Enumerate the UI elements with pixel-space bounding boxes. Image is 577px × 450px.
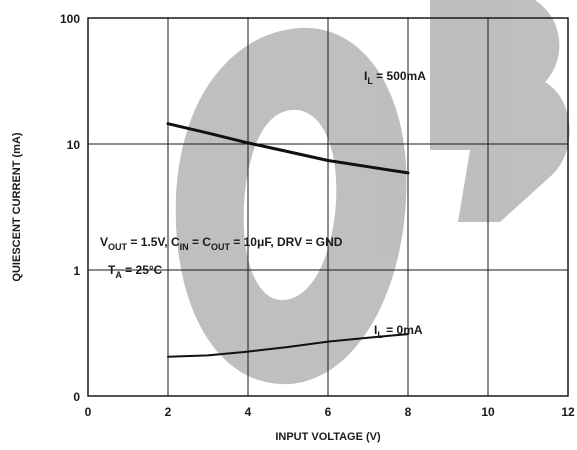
x-tick-label: 8 <box>405 405 412 419</box>
x-tick-labels: 0 2 4 6 8 10 12 <box>85 405 575 419</box>
x-tick-label: 6 <box>325 405 332 419</box>
x-tick-label: 10 <box>481 405 495 419</box>
y-tick-label: 100 <box>60 12 80 26</box>
watermark-letter-b <box>430 0 570 222</box>
annotation-conditions: VOUT = 1.5V, CIN = COUT = 10μF, DRV = GN… <box>100 235 343 252</box>
plot-frame <box>87 17 569 397</box>
x-tick-label: 0 <box>85 405 92 419</box>
plot-grid <box>88 18 568 396</box>
y-tick-label: 10 <box>67 138 81 152</box>
y-axis-title: QUIESCENT CURRENT (mA) <box>11 132 23 281</box>
series-line-0ma <box>167 333 409 358</box>
obsolete-watermark <box>175 0 570 385</box>
x-axis-title: INPUT VOLTAGE (V) <box>275 431 381 443</box>
annotation-temperature: TA = 25°C <box>108 263 163 280</box>
annotation-load-500ma: IL = 500mA <box>364 69 426 86</box>
watermark-letter-o <box>175 27 407 385</box>
x-tick-label: 4 <box>245 405 252 419</box>
annotation-load-0ma: IL = 0mA <box>374 323 423 340</box>
y-tick-label: 0 <box>73 390 80 404</box>
series-line-500ma <box>166 122 410 175</box>
y-tick-label: 1 <box>73 264 80 278</box>
y-tick-labels: 0 1 10 100 <box>60 12 80 404</box>
x-tick-label: 12 <box>561 405 575 419</box>
x-tick-label: 2 <box>165 405 172 419</box>
